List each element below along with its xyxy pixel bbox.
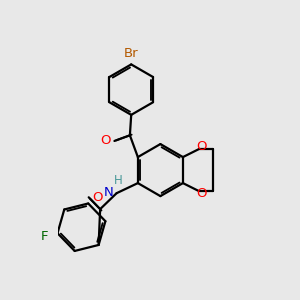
Text: O: O — [101, 134, 111, 148]
Text: F: F — [40, 230, 48, 243]
Text: O: O — [92, 191, 102, 204]
Text: Br: Br — [124, 46, 139, 60]
Text: H: H — [114, 174, 122, 187]
Text: O: O — [197, 187, 207, 200]
Text: O: O — [197, 140, 207, 153]
Text: N: N — [104, 186, 114, 199]
